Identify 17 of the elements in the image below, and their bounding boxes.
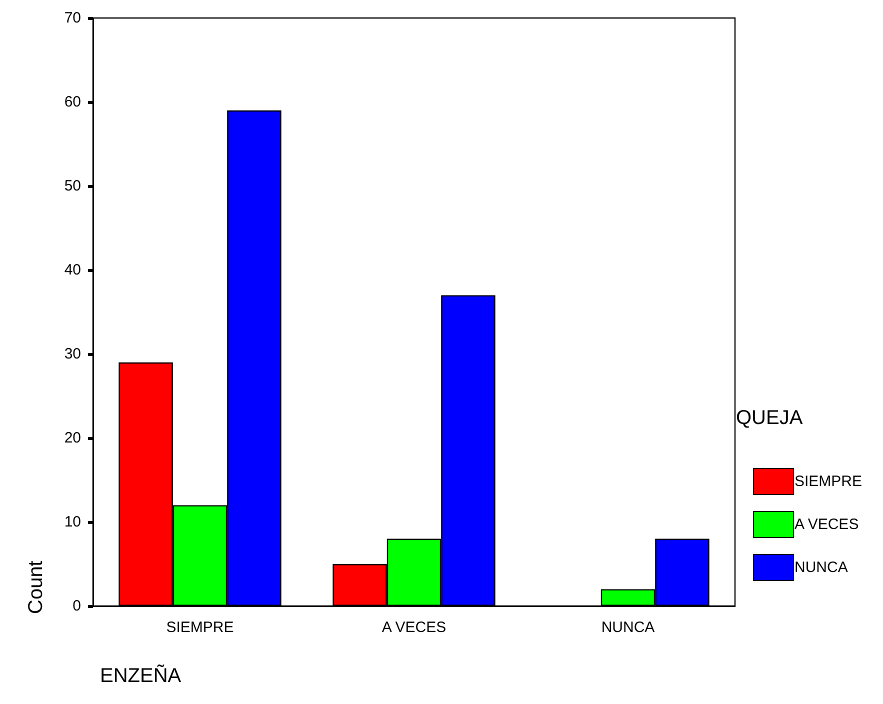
y-tick-label: 30: [64, 346, 81, 362]
y-tick-label: 50: [64, 178, 81, 194]
legend-label: NUNCA: [794, 559, 848, 576]
legend-label: A VECES: [794, 516, 859, 533]
y-tick-label: 10: [64, 514, 81, 530]
y-tick-label: 60: [64, 94, 81, 110]
y-tick-label: 20: [64, 430, 81, 446]
x-tick-label: SIEMPRE: [166, 619, 234, 636]
x-tick-label: NUNCA: [601, 619, 655, 636]
y-tick-label: 0: [72, 598, 81, 614]
y-tick-label: 40: [64, 262, 81, 278]
legend-title: QUEJA: [736, 407, 804, 429]
y-axis-title: Count: [25, 560, 47, 614]
x-axis-title: ENZEÑA: [100, 664, 182, 687]
legend-label: SIEMPRE: [794, 473, 862, 490]
x-tick-label: A VECES: [382, 619, 446, 636]
y-tick-label: 70: [64, 10, 81, 26]
